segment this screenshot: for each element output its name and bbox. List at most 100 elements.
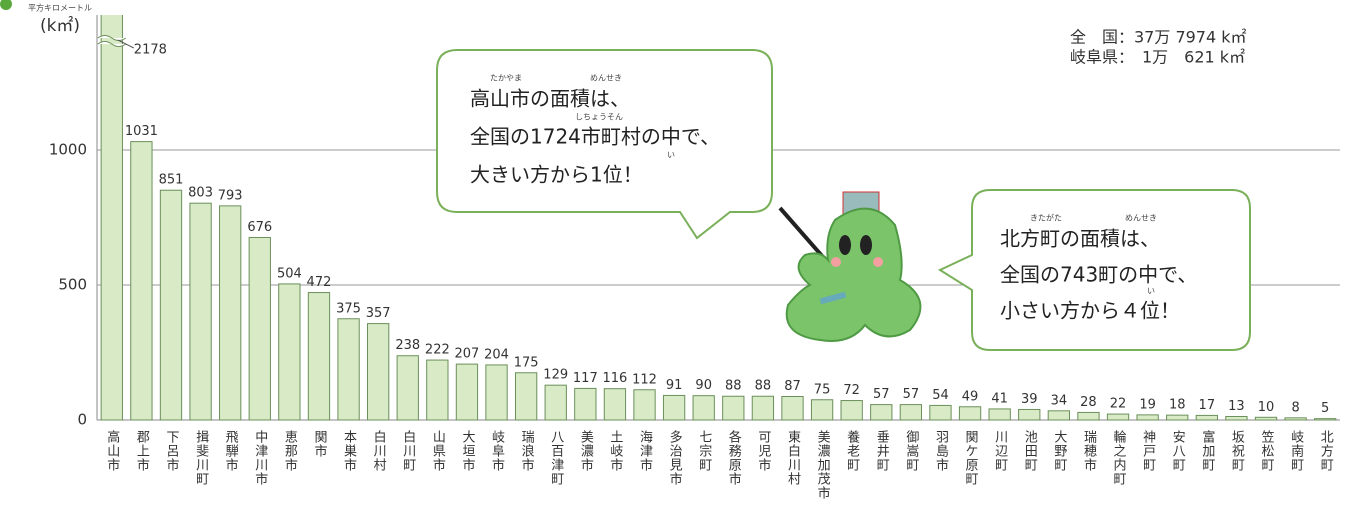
value-label: 204 (484, 347, 509, 362)
bar (307, 292, 331, 421)
bar (396, 355, 419, 421)
value-label: 375 (336, 301, 361, 316)
x-tick-label: 岐阜市 (489, 430, 505, 472)
bar (1195, 414, 1218, 421)
x-tick-label: 七宗町 (696, 430, 712, 472)
x-tick-label: 大野町 (1051, 430, 1067, 472)
value-label: 8 (1291, 400, 1299, 415)
bar (1314, 418, 1337, 421)
bar (781, 396, 804, 421)
label-leader (117, 39, 135, 49)
bar (219, 205, 242, 421)
bar (603, 388, 627, 421)
callout-ruby: い (667, 151, 675, 160)
logo-dot (0, 0, 12, 10)
x-tick-label: 川辺町 (992, 430, 1008, 472)
callout-bubble (937, 189, 1251, 351)
x-tick-label: 多治見市 (667, 429, 683, 486)
mascot (778, 191, 922, 342)
value-label: 88 (725, 379, 742, 394)
x-tick-label: 可児市 (755, 430, 771, 472)
x-tick-label: 大垣市 (459, 430, 475, 472)
mascot-cheek (831, 257, 841, 267)
x-tick-label: 関ケ原町 (963, 430, 979, 486)
x-tick-label: 高山市 (104, 429, 120, 472)
bar (929, 404, 952, 421)
value-label: 72 (843, 383, 860, 398)
summary: 岐阜県： 1万 621 k㎡ (1070, 48, 1245, 67)
bar (1284, 417, 1307, 421)
x-tick-label: 安八町 (1170, 430, 1186, 472)
bar (367, 323, 390, 421)
x-tick-label: 八百津町 (548, 430, 564, 486)
mascot-item (819, 291, 847, 305)
x-tick-label: 揖斐川町 (193, 430, 209, 486)
value-label: 207 (455, 347, 480, 362)
x-tick-label: 御嵩町 (903, 430, 919, 472)
x-tick-label: 輪之内町 (1111, 429, 1127, 486)
x-tick-label: 笠松町 (1259, 430, 1275, 472)
value-label: 803 (188, 186, 213, 201)
bar (988, 408, 1011, 421)
value-label: 18 (1169, 398, 1186, 413)
value-label: 222 (425, 343, 450, 358)
value-label: 238 (395, 338, 420, 353)
bar (870, 404, 893, 421)
bar (958, 406, 982, 421)
x-tick-label: 恵那市 (282, 430, 298, 472)
callout-ruby: めんせき (1125, 214, 1157, 223)
value-label: 10 (1258, 400, 1275, 415)
bar (574, 387, 597, 421)
bar (248, 236, 271, 421)
callout-text: 北方町の面積は、 (1000, 227, 1160, 251)
callout-text: 全国の1724市町村の中で、 (470, 125, 720, 149)
bar (100, 15, 123, 421)
bar (455, 363, 479, 421)
value-label: 49 (962, 389, 979, 404)
x-tick-label: 白川村 (371, 429, 387, 472)
callout-text: 大きい方から1位！ (470, 163, 643, 187)
value-label: 22 (1110, 397, 1127, 412)
value-label: 676 (247, 220, 272, 235)
bar (278, 283, 301, 421)
value-label: 175 (514, 355, 539, 370)
callouts (436, 49, 1251, 351)
callout-ruby: しちょうそん (575, 113, 623, 122)
bar (722, 395, 745, 421)
y-label-ruby: 平方キロメートル (28, 3, 92, 13)
bar (810, 399, 834, 421)
value-label: 116 (603, 371, 628, 386)
bar (899, 404, 923, 421)
value-label: 57 (903, 387, 920, 402)
bar (1047, 410, 1070, 421)
bar (159, 189, 183, 421)
value-label: 88 (755, 379, 772, 394)
bar (544, 384, 567, 421)
y-label: (k㎡) (40, 16, 80, 36)
value-label: 13 (1228, 399, 1245, 414)
value-label: 39 (1021, 392, 1038, 407)
x-tick-label: 下呂市 (163, 430, 179, 472)
callout-bubble (436, 49, 773, 240)
bar (130, 141, 153, 421)
bar (1166, 414, 1189, 421)
value-label: 851 (159, 173, 184, 188)
x-tick-label: 白川町 (400, 429, 416, 472)
value-label: 91 (666, 378, 683, 393)
value-label: 41 (991, 391, 1008, 406)
x-tick-label: 飛騨市 (223, 430, 239, 472)
x-tick-label: 神戸町 (1140, 430, 1156, 472)
value-label: 129 (543, 368, 568, 383)
value-label: 117 (573, 371, 598, 386)
value-label: 504 (277, 266, 302, 281)
value-label: 2178 (134, 43, 167, 58)
x-tick-label: 中津川市 (252, 430, 268, 486)
value-label: 87 (784, 379, 801, 394)
callout-ruby: い (1147, 287, 1155, 296)
bar (1136, 414, 1159, 421)
x-tick-label: 海津市 (637, 430, 653, 472)
bar (633, 389, 656, 421)
bar (1225, 415, 1248, 421)
value-label: 90 (695, 378, 712, 393)
value-label: 54 (932, 388, 949, 403)
